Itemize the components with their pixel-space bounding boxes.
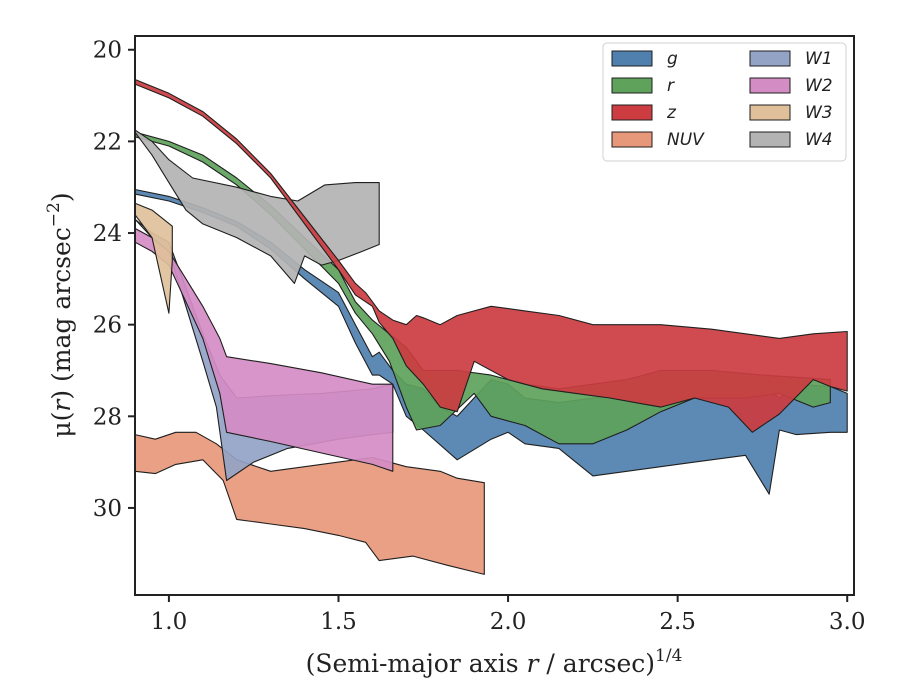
y-tick-label: 26 bbox=[93, 313, 122, 339]
legend-swatch-w2 bbox=[749, 77, 791, 94]
legend-swatch-w1 bbox=[749, 50, 791, 67]
legend-swatch-r bbox=[611, 77, 653, 94]
legend-label-w1: W1 bbox=[805, 49, 833, 69]
plot-frame bbox=[134, 35, 855, 596]
y-tick-label: 22 bbox=[93, 129, 122, 155]
y-axis-title: μ(r) (mag arcsec−2) bbox=[44, 192, 76, 437]
legend-swatch-g bbox=[611, 50, 653, 67]
band-r bbox=[134, 131, 831, 445]
legend-label-g: g bbox=[667, 49, 678, 69]
band-g bbox=[134, 188, 848, 495]
band-z bbox=[134, 78, 848, 433]
legend-swatch-w4 bbox=[749, 131, 791, 148]
ticks-layer: 1.0 1.5 2.0 2.5 3.0 20 22 24 26 28 30 bbox=[93, 38, 866, 635]
y-tick-label: 30 bbox=[93, 496, 122, 522]
x-tick-label: 1.0 bbox=[151, 609, 188, 635]
x-tick-label: 2.5 bbox=[659, 609, 696, 635]
x-tick-label: 3.0 bbox=[829, 609, 866, 635]
band-w3 bbox=[134, 202, 173, 314]
x-tick-label: 1.5 bbox=[320, 609, 357, 635]
legend-label-w3: W3 bbox=[805, 103, 833, 123]
y-tick-label: 20 bbox=[93, 38, 122, 64]
series-layer bbox=[134, 78, 848, 575]
legend-label-w2: W2 bbox=[805, 76, 833, 96]
y-tick-label: 24 bbox=[93, 221, 122, 247]
y-tick-label: 28 bbox=[93, 404, 122, 430]
band-nuv bbox=[134, 431, 485, 575]
legend-label-z: z bbox=[666, 103, 677, 123]
band-w2 bbox=[134, 227, 394, 472]
x-axis-title: (Semi-major axis r / arcsec)1/4 bbox=[306, 646, 683, 678]
legend-label-r: r bbox=[667, 76, 675, 96]
legend-label-nuv: NUV bbox=[667, 130, 705, 150]
legend-swatch-z bbox=[611, 104, 653, 121]
band-w4 bbox=[134, 129, 380, 284]
x-tick-label: 2.0 bbox=[490, 609, 527, 635]
legend-label-w4: W4 bbox=[805, 130, 833, 150]
legend-swatch-nuv bbox=[611, 131, 653, 148]
legend-swatch-w3 bbox=[749, 104, 791, 121]
legend: grz NUV W1 W2 W3 W4 bbox=[602, 42, 847, 162]
